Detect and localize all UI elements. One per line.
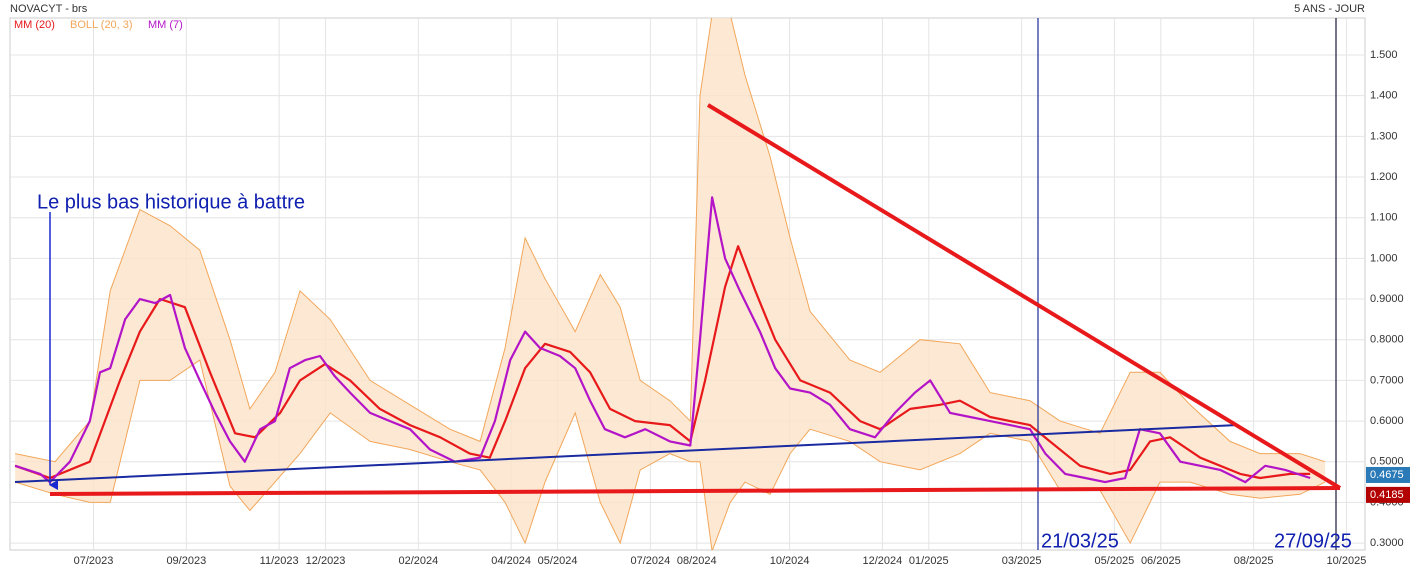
band-fill xyxy=(15,18,1326,550)
legend-entry: MM (20) xyxy=(14,19,55,31)
annotation: 21/03/25 xyxy=(1041,530,1119,552)
x-tick-label: 12/2024 xyxy=(863,555,903,567)
y-tick-label: 1.200 xyxy=(1370,171,1398,183)
price-tag-label: 0.4185 xyxy=(1370,489,1404,501)
x-tick-label: 05/2025 xyxy=(1095,555,1135,567)
drawings xyxy=(14,18,1342,550)
period: 5 ANS - JOUR xyxy=(1294,3,1365,15)
y-tick-label: 0.9000 xyxy=(1370,293,1404,305)
x-tick-label: 08/2024 xyxy=(677,555,717,567)
legend: MM (20) BOLL (20, 3) MM (7) xyxy=(14,19,183,31)
y-tick-label: 1.500 xyxy=(1370,49,1398,61)
x-tick-label: 07/2023 xyxy=(74,555,114,567)
price-tag-label: 0.4675 xyxy=(1370,469,1404,481)
x-tick-label: 09/2023 xyxy=(166,555,206,567)
x-tick-label: 10/2024 xyxy=(770,555,810,567)
band-line xyxy=(15,18,1326,463)
trend-line xyxy=(706,103,1342,490)
annotation: 27/09/25 xyxy=(1274,530,1352,552)
y-tick-label: 0.7000 xyxy=(1370,374,1404,386)
price-tag xyxy=(1366,466,1410,483)
y-tick-label: 0.5000 xyxy=(1370,456,1404,468)
y-tick-label: 0.8000 xyxy=(1370,334,1404,346)
price-tag xyxy=(1366,486,1410,503)
x-tick-label: 04/2024 xyxy=(491,555,531,567)
series-line xyxy=(14,245,1311,480)
y-tick-label: 0.6000 xyxy=(1370,415,1404,427)
trend-line xyxy=(49,486,1341,496)
x-tick-label: 07/2024 xyxy=(630,555,670,567)
y-tick-label: 0.3000 xyxy=(1370,537,1404,549)
trend-line xyxy=(14,424,1239,483)
x-tick-label: 01/2025 xyxy=(909,555,949,567)
chart-title: NOVACYT - brs xyxy=(10,3,88,15)
lines xyxy=(14,196,1311,484)
x-tick-label: 03/2025 xyxy=(1002,555,1042,567)
y-tick-label: 1.100 xyxy=(1370,212,1398,224)
legend-entry: MM (7) xyxy=(148,19,183,31)
y-tick-label: 1.000 xyxy=(1370,252,1398,264)
x-tick-label: 10/2025 xyxy=(1327,555,1367,567)
legend-entry: BOLL (20, 3) xyxy=(70,19,133,31)
price-tags: 0.4675 0.4185 xyxy=(1366,466,1410,503)
x-tick-label: 08/2025 xyxy=(1234,555,1274,567)
y-tick-label: 1.400 xyxy=(1370,90,1398,102)
y-tick-label: 1.300 xyxy=(1370,130,1398,142)
annotation: Le plus bas historique à battre xyxy=(37,191,305,213)
series-line xyxy=(14,196,1311,484)
x-tick-label: 05/2024 xyxy=(538,555,578,567)
x-tick-label: 12/2023 xyxy=(306,555,346,567)
x-tick-label: 06/2025 xyxy=(1141,555,1181,567)
x-tick-label: 02/2024 xyxy=(398,555,438,567)
x-tick-label: 11/2023 xyxy=(260,555,299,567)
